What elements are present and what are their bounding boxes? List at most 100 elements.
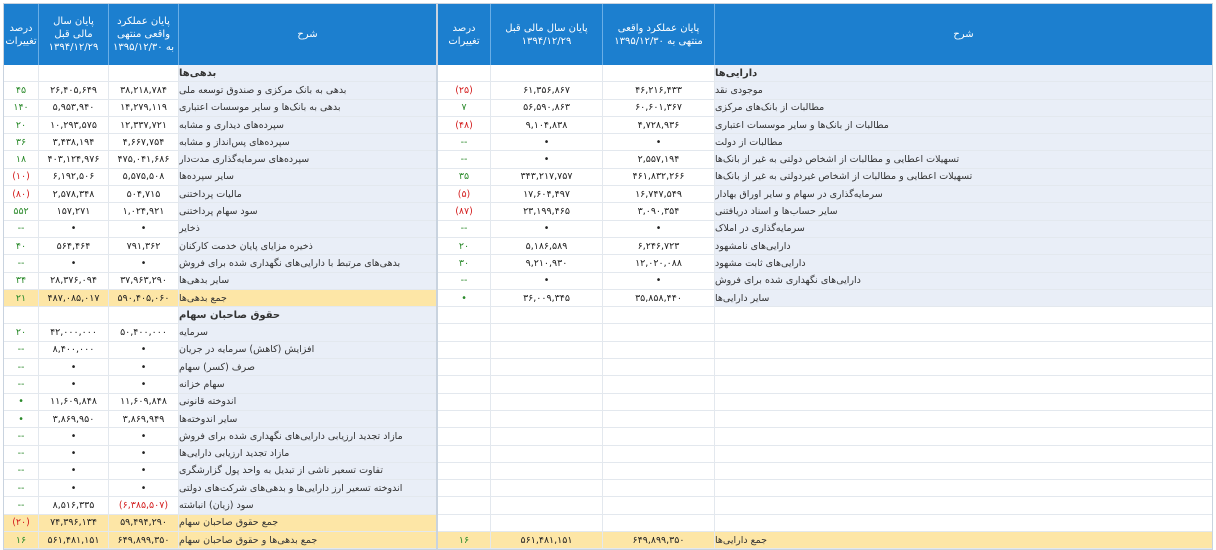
section-row: حقوق صاحبان سهام — [4, 307, 436, 325]
prev-year-cell: ۴۸۷,۰۸۵,۰۱۷ — [39, 289, 109, 307]
description-cell: بدهی‌های مرتبط با دارایی‌های نگهداری شده… — [179, 255, 436, 272]
current-year-cell: ۳۵,۸۵۸,۴۴۰ — [603, 289, 715, 307]
table-row: ۲۰ ۵,۱۸۶,۵۸۹ ۶,۲۴۶,۷۲۳ دارایی‌های نامشهود — [438, 237, 1212, 256]
current-year-cell: ۶۰,۶۰۱,۳۶۷ — [603, 99, 715, 116]
description-cell: سپرده‌های پس‌انداز و مشابه — [179, 134, 436, 151]
section-row: بدهی‌ها — [4, 65, 436, 83]
description-cell — [715, 428, 1212, 445]
pct-cell — [438, 480, 491, 497]
prev-year-cell: ۱۰,۲۹۳,۵۷۵ — [39, 116, 109, 134]
table-header: درصد تغییرات پایان سال مالی قبل ۱۳۹۴/۱۲/… — [4, 4, 436, 65]
description-cell: سود سهام پرداختنی — [179, 203, 436, 220]
table-row: ۳۶ ۳,۴۳۸,۱۹۴ ۴,۶۶۷,۷۵۴ سپرده‌های پس‌انداز و… — [4, 134, 436, 152]
pct-cell — [4, 65, 39, 82]
pct-cell: ۲۰ — [4, 324, 39, 341]
pct-cell: -- — [4, 359, 39, 376]
current-year-cell: • — [603, 272, 715, 289]
current-year-cell: • — [109, 462, 179, 480]
prev-year-cell — [491, 462, 603, 480]
table-row: (۱۰) ۶,۱۹۲,۵۰۶ ۵,۵۷۵,۵۰۸ سایر سپرده‌ها — [4, 168, 436, 187]
pct-cell: -- — [438, 151, 491, 168]
current-year-cell: (۶,۳۸۵,۵۰۷) — [109, 497, 179, 514]
prev-year-cell: ۲,۵۷۸,۳۴۸ — [39, 186, 109, 203]
description-cell: جمع دارایی‌ها — [715, 532, 1212, 549]
header-pct: درصد تغییرات — [4, 4, 39, 65]
description-cell: سایر سپرده‌ها — [179, 168, 436, 186]
pct-cell: -- — [4, 220, 39, 237]
description-cell: صرف (کسر) سهام — [179, 359, 436, 376]
current-year-cell: • — [109, 445, 179, 462]
current-year-cell: ۳۸,۲۱۸,۷۸۴ — [109, 82, 179, 99]
prev-year-cell — [491, 428, 603, 445]
pct-cell: • — [4, 393, 39, 410]
prev-year-cell: ۳,۸۶۹,۹۵۰ — [39, 410, 109, 428]
pct-cell: ۳۵ — [438, 168, 491, 186]
current-year-cell: ۴,۶۶۷,۷۵۴ — [109, 134, 179, 151]
description-cell: بدهی‌ها — [179, 65, 436, 82]
table-row: -- ۸,۴۰۰,۰۰۰ • افزایش (کاهش) سرمایه در جریا… — [4, 341, 436, 360]
current-year-cell: ۵,۵۷۵,۵۰۸ — [109, 168, 179, 186]
header-current-year: پایان عملکرد واقعی منتهی به ۱۳۹۵/۱۲/۳۰ — [109, 4, 179, 65]
prev-year-cell — [491, 393, 603, 410]
current-year-cell — [109, 65, 179, 82]
total-row: (۲۰) ۷۴,۳۹۶,۱۳۴ ۵۹,۴۹۴,۲۹۰ جمع حقوق صاحبان … — [4, 514, 436, 533]
table-row: ۷ ۵۶,۵۹۰,۸۶۳ ۶۰,۶۰۱,۳۶۷ مطالبات از بانک‌های… — [438, 99, 1212, 117]
description-cell: ذخیره مزایای پایان خدمت کارکنان — [179, 237, 436, 255]
table-row: -- • • بدهی‌های مرتبط با دارایی‌های نگهداری… — [4, 255, 436, 273]
table-row: (۸۰) ۲,۵۷۸,۳۴۸ ۵۰۴,۷۱۵ مالیات پرداختنی — [4, 186, 436, 204]
description-cell: ذخایر — [179, 220, 436, 237]
pct-cell: ۱۸ — [4, 151, 39, 168]
description-cell: سایر اندوخته‌ها — [179, 410, 436, 428]
description-cell — [715, 514, 1212, 532]
table-body: بدهی‌ها ۴۵ ۲۶,۴۰۵,۶۴۹ ۳۸,۲۱۸,۷۸۴ بدهی به بان… — [4, 65, 436, 550]
description-cell: دارایی‌ها — [715, 65, 1212, 82]
prev-year-cell — [39, 307, 109, 324]
current-year-cell: • — [109, 376, 179, 393]
total-row: ۱۶ ۵۶۱,۴۸۱,۱۵۱ ۶۴۹,۸۹۹,۳۵۰ جمع بدهی‌ها و حق… — [4, 532, 436, 550]
pct-cell: -- — [4, 341, 39, 359]
current-year-cell — [603, 445, 715, 462]
description-cell: سپرده‌های دیداری و مشابه — [179, 116, 436, 134]
current-year-cell — [109, 307, 179, 324]
pct-cell — [438, 445, 491, 462]
prev-year-cell: • — [491, 272, 603, 289]
pct-cell: (۲۵) — [438, 82, 491, 99]
prev-year-cell: ۲۳,۱۹۹,۴۶۵ — [491, 203, 603, 220]
table-row: ۳۵ ۳۴۳,۲۱۷,۷۵۷ ۴۶۱,۸۳۲,۲۶۶ تسهیلات اعطایی و… — [438, 168, 1212, 187]
table-row: -- • • مازاد تجدید ارزیابی دارایی‌ها — [4, 445, 436, 463]
current-year-cell: ۳,۸۶۹,۹۴۹ — [109, 410, 179, 428]
current-year-cell: ۳۷,۹۶۳,۲۹۰ — [109, 272, 179, 289]
pct-cell: ۲۰ — [438, 237, 491, 255]
current-year-cell: ۶,۲۴۶,۷۲۳ — [603, 237, 715, 255]
current-year-cell — [603, 480, 715, 497]
description-cell: مطالبات از دولت — [715, 134, 1212, 151]
table-row — [438, 359, 1212, 377]
pct-cell — [438, 376, 491, 393]
current-year-cell: • — [603, 134, 715, 151]
description-cell: اندوخته قانونی — [179, 393, 436, 410]
current-year-cell: • — [109, 341, 179, 359]
current-year-cell: ۶۴۹,۸۹۹,۳۵۰ — [109, 532, 179, 549]
pct-cell: ۱۶ — [4, 532, 39, 549]
pct-cell: ۱۶ — [438, 532, 491, 549]
table-row: ۴۰ ۵۶۴,۴۶۴ ۷۹۱,۳۶۲ ذخیره مزایای پایان خدمت … — [4, 237, 436, 256]
total-row: ۱۶ ۵۶۱,۴۸۱,۱۵۱ ۶۴۹,۸۹۹,۳۵۰ جمع دارایی‌ها — [438, 532, 1212, 550]
prev-year-cell: ۵۶۴,۴۶۴ — [39, 237, 109, 255]
prev-year-cell: • — [491, 151, 603, 168]
table-row: -- • • دارایی‌های نگهداری شده برای فروش — [438, 272, 1212, 290]
table-header: درصد تغییرات پایان سال مالی قبل ۱۳۹۴/۱۲/… — [438, 4, 1212, 65]
current-year-cell: ۱,۰۲۴,۹۲۱ — [109, 203, 179, 220]
current-year-cell: ۴,۷۲۸,۹۳۶ — [603, 116, 715, 134]
section-row: دارایی‌ها — [438, 65, 1212, 83]
current-year-cell — [603, 307, 715, 324]
prev-year-cell: ۸,۴۰۰,۰۰۰ — [39, 341, 109, 359]
table-row: ۴۵ ۲۶,۴۰۵,۶۴۹ ۳۸,۲۱۸,۷۸۴ بدهی به بانک مرکزی… — [4, 82, 436, 100]
pct-cell: -- — [4, 376, 39, 393]
current-year-cell: ۴۷۵,۰۴۱,۶۸۶ — [109, 151, 179, 168]
table-row: ۲۰ ۱۰,۲۹۳,۵۷۵ ۱۲,۳۳۷,۷۲۱ سپرده‌های دیداری و… — [4, 116, 436, 135]
table-row — [438, 341, 1212, 360]
description-cell: دارایی‌های نامشهود — [715, 237, 1212, 255]
description-cell: حقوق صاحبان سهام — [179, 307, 436, 324]
pct-cell — [438, 359, 491, 376]
prev-year-cell: ۸,۵۱۶,۳۳۵ — [39, 497, 109, 514]
